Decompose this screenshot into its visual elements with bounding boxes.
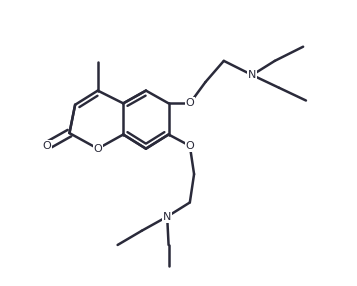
Text: O: O — [185, 98, 194, 108]
Text: O: O — [185, 141, 194, 151]
Text: O: O — [94, 144, 102, 154]
Text: O: O — [42, 141, 51, 151]
Text: N: N — [248, 70, 256, 80]
Text: N: N — [163, 212, 171, 222]
